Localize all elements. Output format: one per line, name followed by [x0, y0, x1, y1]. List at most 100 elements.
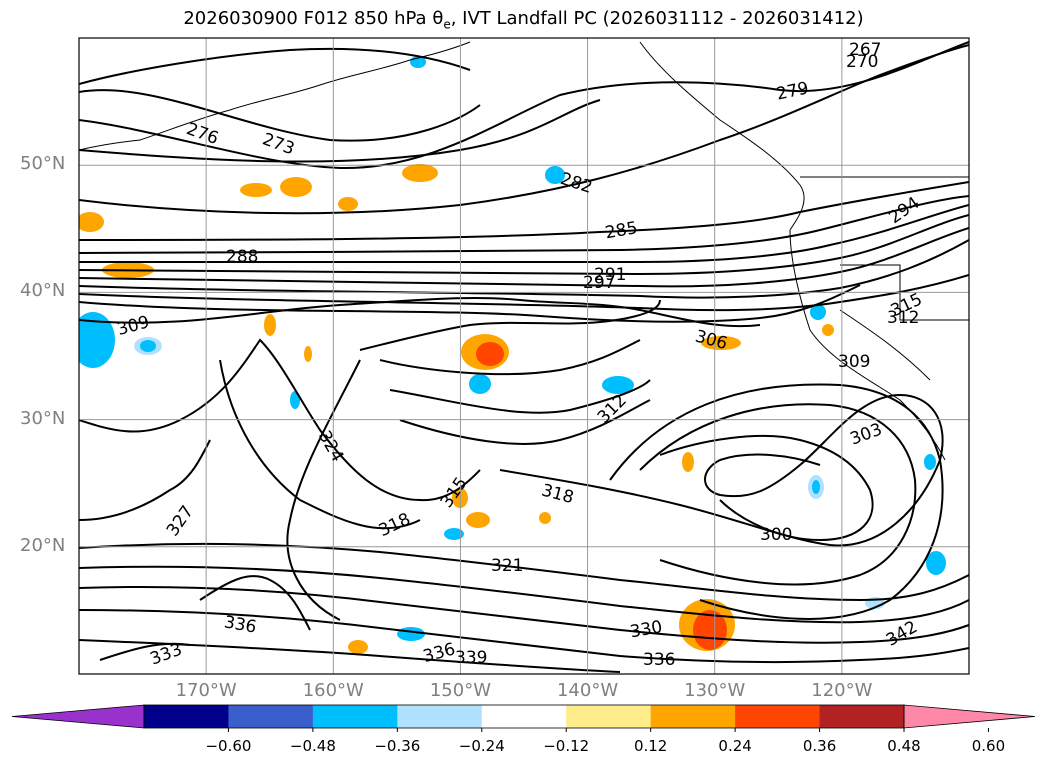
contour-line: [659, 435, 874, 542]
lat-label-0: 20°N: [20, 534, 66, 556]
shade-blob: [240, 183, 272, 197]
title-subscript: e: [443, 17, 451, 32]
lat-label-1: 30°N: [20, 407, 66, 429]
colorbar-tick-label-0: −0.60: [205, 737, 252, 755]
lat-label-3: 50°N: [20, 153, 66, 175]
contour-line: [79, 41, 969, 170]
contour-line: [389, 379, 651, 414]
contour-label: 321: [491, 556, 523, 576]
contour-label: 270: [846, 52, 878, 72]
colorbar-tick-label-5: 0.12: [633, 737, 668, 755]
shade-blob: [812, 480, 820, 494]
contour-line: [79, 274, 969, 311]
colorbar-tick-label-2: −0.36: [374, 737, 421, 755]
shade-blob: [402, 164, 438, 182]
contour-line: [79, 338, 481, 502]
chart-title: 2026030900 F012 850 hPa θe, IVT Landfall…: [0, 8, 1047, 32]
shade-blob: [822, 324, 834, 336]
shade-blob: [602, 376, 634, 394]
contour-label: 267: [849, 40, 881, 60]
colorbar-segment-3: [397, 705, 483, 728]
contour-line: [379, 339, 641, 376]
contour-label: 339: [455, 648, 487, 668]
contour-label: 297: [583, 273, 615, 293]
theta-e-contours: [79, 41, 969, 673]
shade-blob: [348, 640, 368, 654]
shade-blob: [79, 212, 104, 232]
colorbar-tick-label-4: −0.12: [543, 737, 590, 755]
shade-blob: [682, 452, 694, 472]
colorbar-tick-label-8: 0.48: [887, 737, 921, 755]
shade-blob: [924, 454, 936, 470]
shade-blob: [693, 610, 727, 650]
colorbar-outline: [143, 704, 905, 729]
contour-line: [79, 99, 601, 163]
coastline-alaska: [79, 41, 471, 151]
lat-label-2: 40°N: [20, 280, 66, 302]
colorbar-tick-label-1: −0.48: [289, 737, 336, 755]
colorbar-segment-0: [144, 705, 229, 728]
lon-label-0: 170°W: [175, 680, 237, 701]
colorbar-segment-6: [650, 705, 736, 728]
contour-line: [359, 299, 661, 351]
contour-line: [79, 565, 969, 624]
shade-blob: [304, 346, 312, 362]
state-border: [839, 309, 931, 381]
coastline-us-west: [789, 229, 946, 461]
shade-blob: [466, 512, 490, 528]
contour-line: [79, 609, 969, 664]
contour-line: [99, 642, 191, 661]
contour-label: 336: [643, 650, 675, 670]
contour-line: [79, 284, 861, 323]
contour-line: [79, 214, 969, 276]
contour-line: [79, 181, 969, 241]
gridlines: [79, 38, 969, 674]
contour-line: [79, 585, 969, 644]
shade-blob: [79, 312, 115, 368]
contour-line: [199, 575, 311, 631]
contour-label: 312: [887, 308, 919, 328]
contour-line: [79, 204, 969, 264]
lon-label-5: 120°W: [811, 680, 873, 701]
lon-label-1: 160°W: [302, 680, 364, 701]
map-plot-area: 267 270 273 276 279 282 285 288 291 294 …: [79, 38, 969, 674]
contour-line: [79, 89, 481, 142]
contour-line: [79, 239, 969, 299]
colorbar-tick-label-3: −0.24: [458, 737, 505, 755]
shade-blob: [539, 512, 551, 524]
colorbar-segment-2: [312, 705, 398, 728]
contour-line: [399, 399, 651, 445]
shade-blob: [476, 342, 504, 366]
colorbar-segment-4: [481, 705, 567, 728]
contour-label: 300: [760, 525, 792, 545]
colorbar-segment-8: [819, 705, 905, 728]
contour-label: 288: [226, 247, 258, 267]
shade-blob: [810, 304, 826, 320]
contour-line: [609, 383, 944, 620]
colorbar-segment-5: [566, 705, 652, 728]
contour-line: [79, 44, 969, 215]
contour-line: [79, 227, 969, 288]
shade-blob: [397, 627, 425, 641]
colorbar-segment-7: [735, 705, 821, 728]
contour-line: [79, 439, 211, 521]
pc-shading: [79, 56, 946, 654]
lon-label-2: 150°W: [429, 680, 491, 701]
colorbar: [11, 704, 1036, 732]
title-prefix: 2026030900 F012 850 hPa: [183, 8, 433, 29]
colorbar-tick-label-9: 0.60: [971, 737, 1006, 755]
shade-blob: [926, 551, 946, 575]
shade-blob: [469, 374, 491, 394]
colorbar-segment-1: [228, 705, 314, 728]
contour-line: [79, 47, 471, 85]
colorbar-tick-label-7: 0.36: [802, 737, 837, 755]
shade-blob: [338, 197, 358, 211]
shade-blob: [701, 336, 741, 350]
lon-label-4: 130°W: [684, 680, 746, 701]
lon-label-3: 140°W: [556, 680, 619, 701]
shade-blob: [264, 314, 276, 336]
coastline-bc: [639, 41, 805, 231]
contour-line: [499, 393, 944, 547]
contour-line: [219, 359, 421, 530]
